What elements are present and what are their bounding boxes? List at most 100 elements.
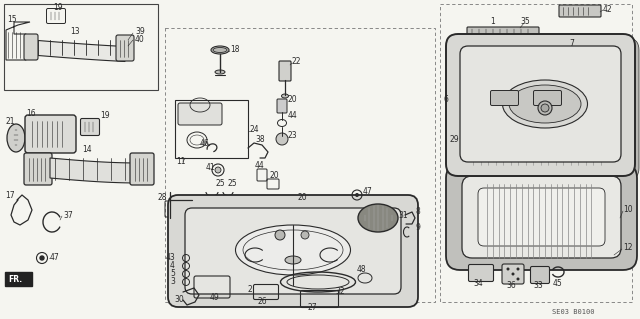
FancyBboxPatch shape xyxy=(468,264,493,281)
Text: 35: 35 xyxy=(520,18,530,26)
FancyBboxPatch shape xyxy=(81,118,99,136)
Text: 41: 41 xyxy=(206,164,216,173)
Text: 16: 16 xyxy=(26,108,36,117)
Text: 49: 49 xyxy=(210,293,220,302)
Text: 24: 24 xyxy=(250,125,260,135)
Text: 36: 36 xyxy=(506,280,516,290)
Text: 22: 22 xyxy=(292,57,301,66)
FancyBboxPatch shape xyxy=(178,103,222,125)
FancyBboxPatch shape xyxy=(534,91,561,106)
Circle shape xyxy=(538,101,552,115)
Polygon shape xyxy=(5,272,32,286)
FancyBboxPatch shape xyxy=(559,5,601,17)
Text: 47: 47 xyxy=(363,188,372,197)
FancyBboxPatch shape xyxy=(24,153,52,185)
Text: 25: 25 xyxy=(228,179,237,188)
Ellipse shape xyxy=(211,46,229,54)
Text: 15: 15 xyxy=(7,14,17,24)
Circle shape xyxy=(355,193,359,197)
Text: 18: 18 xyxy=(230,46,239,55)
FancyBboxPatch shape xyxy=(531,266,550,284)
Text: 13: 13 xyxy=(70,27,79,36)
Text: 14: 14 xyxy=(82,145,92,154)
Text: 29: 29 xyxy=(449,136,459,145)
Circle shape xyxy=(506,268,509,271)
Circle shape xyxy=(516,268,520,271)
Text: 40: 40 xyxy=(135,34,145,43)
Text: 31: 31 xyxy=(398,211,408,220)
Ellipse shape xyxy=(509,85,581,123)
Text: 30: 30 xyxy=(174,295,184,305)
Text: 2: 2 xyxy=(247,286,252,294)
Ellipse shape xyxy=(557,38,567,42)
Text: 39: 39 xyxy=(135,27,145,36)
Text: 26: 26 xyxy=(258,298,268,307)
Circle shape xyxy=(215,167,221,173)
Text: SE03 B0100: SE03 B0100 xyxy=(552,309,595,315)
FancyBboxPatch shape xyxy=(462,176,621,258)
Ellipse shape xyxy=(502,80,588,128)
Text: 17: 17 xyxy=(5,191,15,201)
Text: 32: 32 xyxy=(335,287,344,296)
Ellipse shape xyxy=(7,124,25,152)
Polygon shape xyxy=(50,158,140,183)
Ellipse shape xyxy=(557,66,566,70)
FancyBboxPatch shape xyxy=(502,264,524,284)
Circle shape xyxy=(516,278,520,280)
Text: 9: 9 xyxy=(415,224,420,233)
Text: 45: 45 xyxy=(553,279,563,288)
FancyBboxPatch shape xyxy=(478,188,605,246)
Text: 33: 33 xyxy=(533,280,543,290)
Circle shape xyxy=(275,230,285,240)
Text: 7: 7 xyxy=(569,39,574,48)
Text: 3: 3 xyxy=(170,278,175,286)
Text: 19: 19 xyxy=(53,3,63,11)
Ellipse shape xyxy=(282,94,289,98)
Text: 43: 43 xyxy=(165,254,175,263)
FancyBboxPatch shape xyxy=(450,38,639,180)
Circle shape xyxy=(40,256,44,260)
FancyBboxPatch shape xyxy=(279,61,291,81)
FancyBboxPatch shape xyxy=(24,34,38,60)
Text: 5: 5 xyxy=(170,270,175,278)
Text: 48: 48 xyxy=(357,265,367,275)
Circle shape xyxy=(276,133,288,145)
FancyBboxPatch shape xyxy=(25,115,76,153)
FancyBboxPatch shape xyxy=(277,99,287,113)
Text: 44: 44 xyxy=(255,160,265,169)
Text: 42: 42 xyxy=(603,4,612,13)
Text: 46: 46 xyxy=(200,138,210,147)
Text: 20: 20 xyxy=(270,170,280,180)
FancyBboxPatch shape xyxy=(460,46,621,162)
FancyBboxPatch shape xyxy=(446,34,635,176)
Circle shape xyxy=(301,231,309,239)
Circle shape xyxy=(541,104,549,112)
Text: 19: 19 xyxy=(100,112,109,121)
FancyBboxPatch shape xyxy=(467,27,539,38)
Text: 38: 38 xyxy=(255,136,264,145)
Ellipse shape xyxy=(236,225,351,275)
Text: 25: 25 xyxy=(215,179,225,188)
Ellipse shape xyxy=(213,48,227,53)
FancyBboxPatch shape xyxy=(185,208,401,294)
Text: 44: 44 xyxy=(288,112,298,121)
Text: 20: 20 xyxy=(288,95,298,105)
FancyBboxPatch shape xyxy=(446,164,637,270)
Text: 12: 12 xyxy=(623,243,632,253)
FancyBboxPatch shape xyxy=(168,195,418,307)
Text: 34: 34 xyxy=(473,278,483,287)
Text: 27: 27 xyxy=(308,303,317,313)
Ellipse shape xyxy=(215,70,225,74)
Text: 8: 8 xyxy=(415,207,420,217)
Text: 4: 4 xyxy=(170,262,175,271)
Text: 23: 23 xyxy=(288,130,298,139)
Text: 47: 47 xyxy=(50,254,60,263)
Text: 1: 1 xyxy=(490,18,495,26)
Text: 6: 6 xyxy=(444,95,449,105)
Ellipse shape xyxy=(358,204,398,232)
Text: 20: 20 xyxy=(298,194,308,203)
Text: 28: 28 xyxy=(158,194,168,203)
Text: 10: 10 xyxy=(623,205,632,214)
FancyBboxPatch shape xyxy=(130,153,154,185)
Text: FR.: FR. xyxy=(8,275,22,284)
